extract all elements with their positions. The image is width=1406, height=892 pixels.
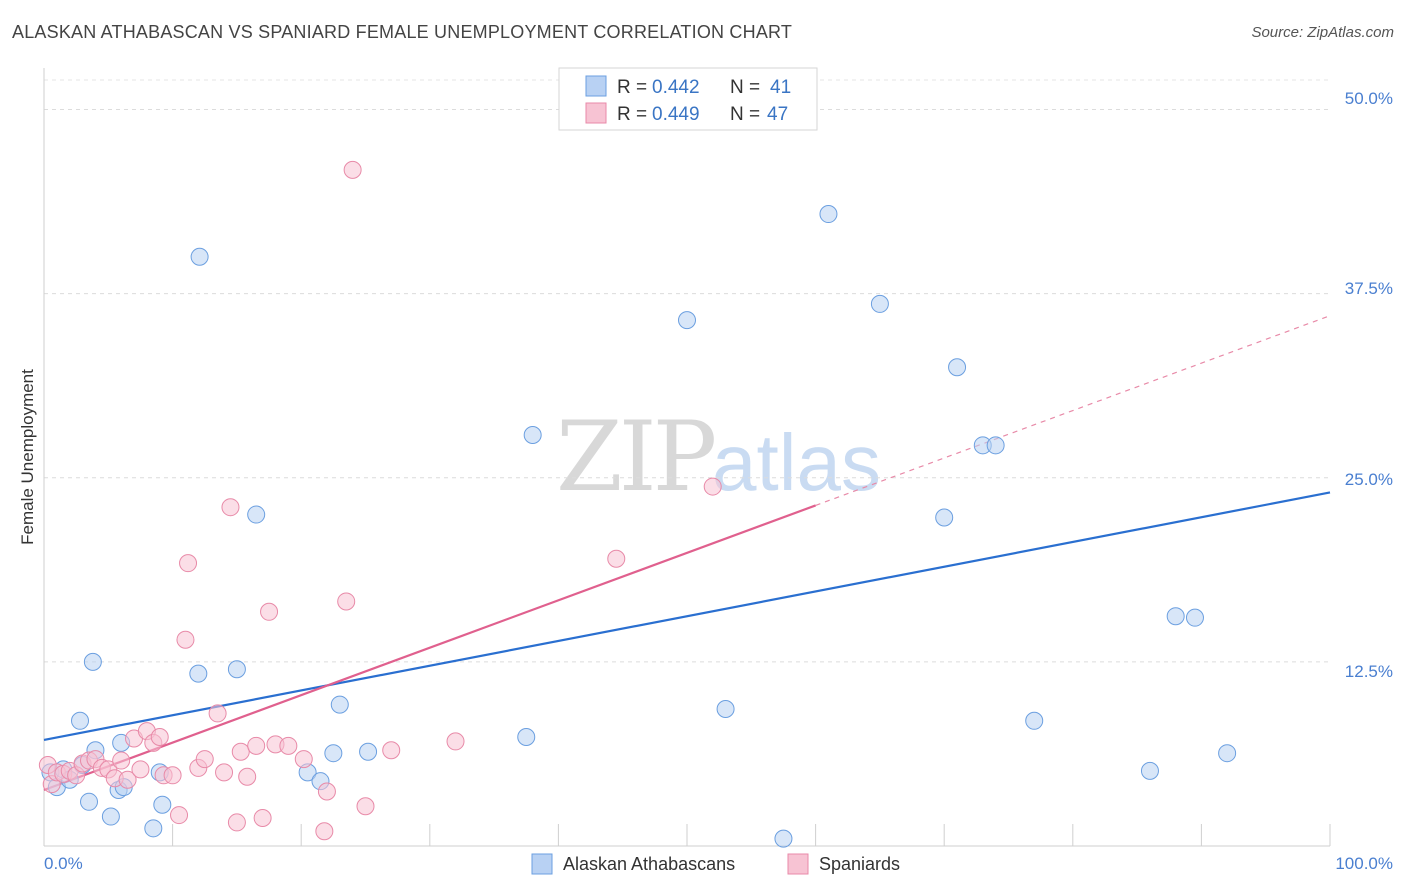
point-0-23 [330, 695, 349, 714]
point-1-12 [112, 751, 131, 770]
point-1-20 [163, 766, 182, 785]
x-tick-label-max: 100.0% [1335, 854, 1393, 873]
stats-legend: R = 0.442 N = 41 R = 0.449 N = 47 [558, 67, 818, 131]
point-1-18 [150, 727, 169, 746]
point-1-41 [356, 797, 375, 816]
point-0-19 [247, 505, 266, 524]
series-legend-label-spaniard: Spaniards [819, 854, 900, 874]
point-1-36 [294, 750, 313, 769]
point-0-28 [716, 700, 735, 719]
point-1-39 [337, 592, 356, 611]
legend-swatch-athabascan [585, 75, 607, 97]
point-0-35 [986, 436, 1005, 455]
y-axis-label: Female Unemployment [18, 369, 37, 545]
point-0-38 [1166, 607, 1185, 626]
watermark-atlas: atlas [712, 418, 881, 507]
point-0-5 [71, 711, 90, 730]
point-0-30 [819, 205, 838, 224]
series-legend-swatch-athabascan [531, 853, 553, 875]
point-0-27 [678, 311, 696, 330]
grid-lines [44, 79, 1330, 663]
point-1-37 [315, 822, 334, 841]
trend-line-ext-1 [815, 315, 1331, 506]
point-0-37 [1140, 761, 1159, 780]
point-0-26 [523, 426, 542, 445]
point-0-15 [153, 795, 172, 814]
source-label: Source: ZipAtlas.com [1251, 24, 1394, 41]
point-0-16 [189, 664, 208, 683]
point-0-33 [948, 358, 967, 377]
point-0-32 [935, 508, 954, 527]
point-0-29 [774, 829, 793, 848]
point-0-25 [517, 727, 536, 746]
point-0-24 [359, 742, 378, 761]
point-1-33 [260, 602, 279, 621]
series-legend: Alaskan Athabascans Spaniards [531, 853, 900, 875]
point-1-15 [131, 760, 150, 779]
point-0-39 [1185, 608, 1204, 627]
watermark-zip: ZIP [556, 401, 715, 513]
point-1-45 [703, 477, 722, 496]
legend-n-value-spaniard: 47 [767, 104, 788, 125]
point-1-30 [238, 767, 257, 786]
point-1-26 [208, 704, 227, 723]
x-tick-label-min: 0.0% [44, 854, 83, 873]
data-points [38, 160, 1237, 848]
trend-lines [43, 315, 1331, 792]
point-0-18 [227, 660, 246, 679]
y-tick-label-50: 50.0% [1345, 89, 1393, 108]
legend-r-value-spaniard: 0.449 [652, 104, 700, 125]
point-1-13 [118, 770, 137, 789]
series-legend-label-athabascan: Alaskan Athabascans [563, 854, 735, 874]
point-1-27 [221, 498, 240, 517]
point-1-29 [231, 742, 250, 761]
point-0-17 [190, 247, 209, 266]
chart-title: ALASKAN ATHABASCAN VS SPANIARD FEMALE UN… [12, 22, 793, 42]
series-legend-swatch-spaniard [787, 853, 809, 875]
point-1-46 [215, 763, 234, 782]
trend-line-0 [43, 491, 1331, 742]
point-1-42 [382, 741, 401, 760]
legend-swatch-spaniard [585, 102, 607, 124]
point-1-28 [227, 813, 246, 832]
point-0-13 [144, 819, 163, 838]
point-1-44 [607, 549, 626, 568]
point-1-25 [195, 750, 214, 769]
legend-n-value-athabascan: 41 [770, 77, 791, 98]
point-1-22 [176, 630, 195, 649]
point-1-31 [247, 736, 266, 755]
point-1-40 [343, 160, 362, 179]
y-tick-label-12-5: 12.5% [1345, 662, 1393, 681]
point-0-22 [324, 744, 343, 763]
point-1-23 [179, 554, 198, 573]
point-0-7 [83, 652, 102, 671]
legend-r-label-spaniard: R = [617, 104, 647, 125]
point-1-21 [170, 806, 189, 825]
point-0-6 [80, 792, 99, 811]
y-tick-label-37-5: 37.5% [1345, 279, 1393, 298]
axes [43, 68, 1331, 847]
legend-n-label-athabascan: N = [730, 77, 760, 98]
point-1-38 [317, 782, 336, 801]
point-1-35 [279, 736, 298, 755]
trend-line-1 [43, 504, 816, 792]
point-1-32 [253, 809, 272, 828]
point-0-9 [101, 807, 120, 826]
point-0-31 [870, 294, 889, 313]
point-1-43 [446, 732, 465, 751]
point-0-40 [1218, 744, 1237, 763]
legend-n-label-spaniard: N = [730, 104, 760, 125]
legend-r-value-athabascan: 0.442 [652, 77, 700, 98]
y-tick-label-25: 25.0% [1345, 470, 1393, 489]
point-0-36 [1025, 711, 1044, 730]
legend-r-label-athabascan: R = [617, 77, 647, 98]
